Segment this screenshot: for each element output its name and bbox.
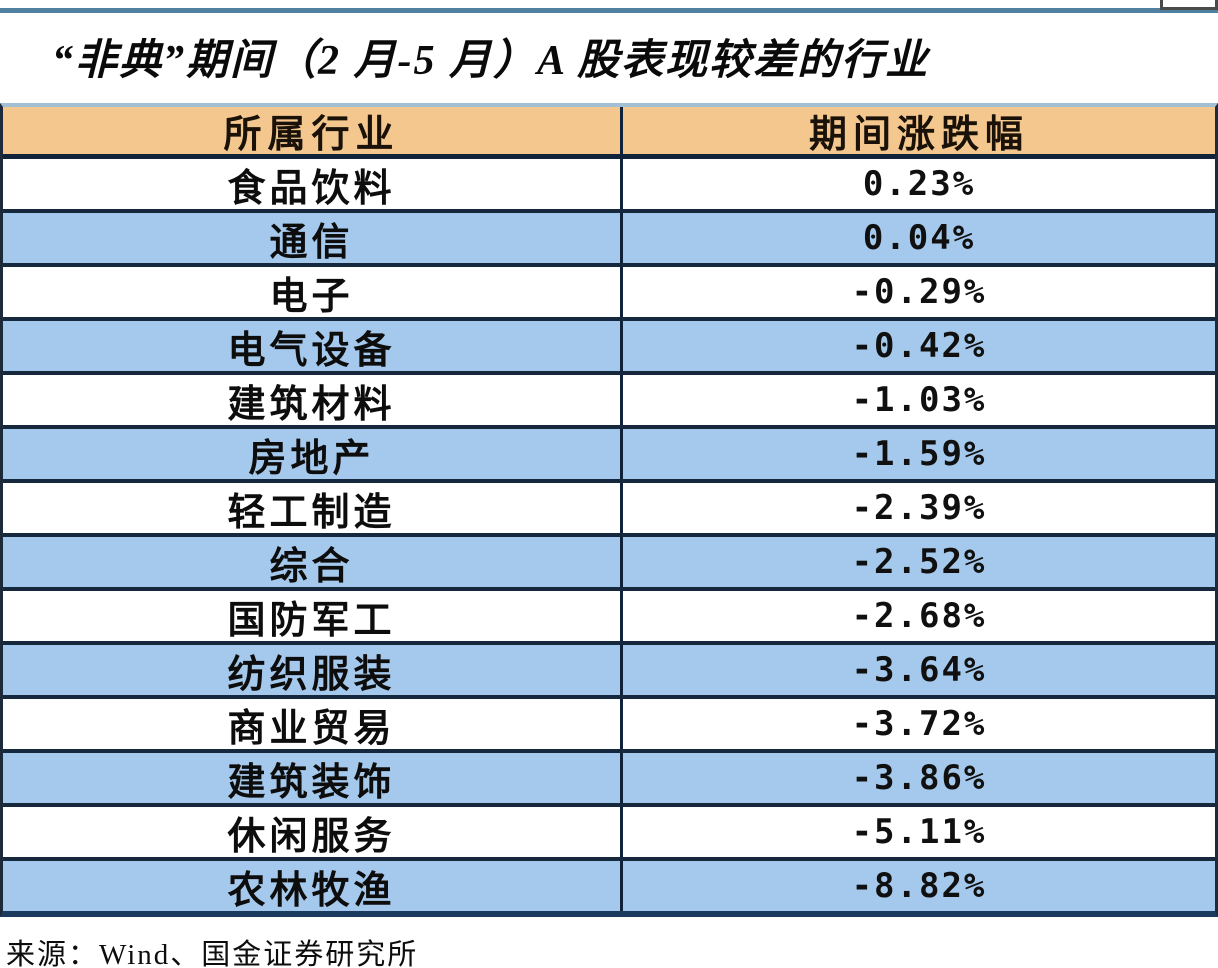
column-header-change: 期间涨跌幅 (808, 114, 1029, 156)
table-row: 电子 -0.29% (3, 267, 1215, 321)
change-cell: 0.23% (862, 164, 976, 204)
industry-cell: 食品饮料 (3, 159, 623, 210)
table-row: 休闲服务 -5.11% (3, 807, 1215, 861)
table-body: 食品饮料 0.23% 通信 0.04% 电子 -0.29% 电气设备 -0.42… (3, 159, 1215, 912)
change-cell: -2.68% (851, 596, 987, 636)
industry-cell: 通信 (3, 213, 623, 264)
change-cell: -1.59% (851, 434, 987, 474)
table-row: 房地产 -1.59% (3, 429, 1215, 483)
change-cell: -5.11% (851, 812, 987, 852)
change-cell: -2.39% (851, 488, 987, 528)
table-row: 农林牧渔 -8.82% (3, 861, 1215, 912)
table-row: 电气设备 -0.42% (3, 321, 1215, 375)
industry-cell: 电子 (3, 267, 623, 318)
industry-cell: 电气设备 (3, 321, 623, 372)
source-note: 来源：Wind、国金证券研究所 (6, 939, 419, 968)
figure-title: “非典”期间（2 月-5 月）A 股表现较差的行业 (52, 38, 930, 84)
table-row: 食品饮料 0.23% (3, 159, 1215, 213)
column-header-industry: 所属行业 (3, 107, 623, 156)
change-cell: -3.64% (851, 650, 987, 690)
change-cell: -3.86% (851, 758, 987, 798)
table-row: 轻工制造 -2.39% (3, 483, 1215, 537)
industry-cell: 国防军工 (3, 591, 623, 642)
table-row: 综合 -2.52% (3, 537, 1215, 591)
change-cell: -1.03% (851, 380, 987, 420)
change-cell: -2.52% (851, 542, 987, 582)
table-header-row: 所属行业 期间涨跌幅 (3, 107, 1215, 159)
industry-performance-table: 所属行业 期间涨跌幅 食品饮料 0.23% 通信 0.04% 电子 -0.29%… (0, 103, 1218, 917)
table-row: 通信 0.04% (3, 213, 1215, 267)
change-cell: -0.42% (851, 326, 987, 366)
table-row: 建筑材料 -1.03% (3, 375, 1215, 429)
table-row: 国防军工 -2.68% (3, 591, 1215, 645)
industry-cell: 轻工制造 (3, 483, 623, 534)
industry-cell: 纺织服装 (3, 645, 623, 696)
table-row: 商业贸易 -3.72% (3, 699, 1215, 753)
industry-cell: 建筑材料 (3, 375, 623, 426)
industry-cell: 商业贸易 (3, 699, 623, 750)
change-cell: -8.82% (851, 866, 987, 906)
table-row: 建筑装饰 -3.86% (3, 753, 1215, 807)
table-row: 纺织服装 -3.64% (3, 645, 1215, 699)
change-cell: 0.04% (862, 218, 976, 258)
change-cell: -3.72% (851, 704, 987, 744)
industry-cell: 综合 (3, 537, 623, 588)
industry-cell: 休闲服务 (3, 807, 623, 858)
industry-cell: 房地产 (3, 429, 623, 480)
clipped-corner-box-fragment (1160, 0, 1218, 10)
industry-cell: 农林牧渔 (3, 861, 623, 912)
change-cell: -0.29% (851, 272, 987, 312)
top-divider-rule (0, 8, 1218, 13)
industry-cell: 建筑装饰 (3, 753, 623, 804)
